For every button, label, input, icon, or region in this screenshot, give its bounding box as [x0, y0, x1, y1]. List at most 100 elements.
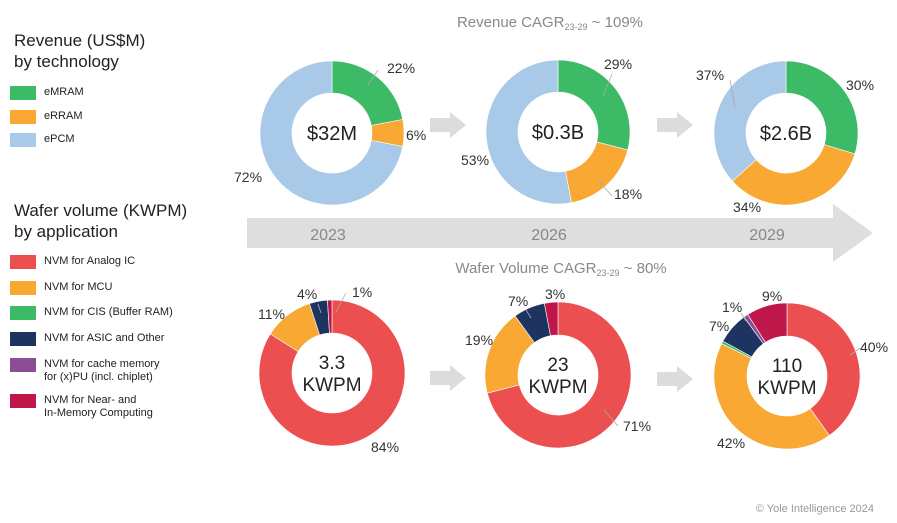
- legend-item-asic: NVM for ASIC and Other: [10, 332, 164, 346]
- legend-label: NVM for CIS (Buffer RAM): [44, 306, 173, 318]
- wafer-donut-2-center-label: KWPM: [528, 377, 587, 398]
- legend-label: NVM for Analog IC: [44, 255, 136, 267]
- revenue-donut-2026-slice: [485, 59, 572, 205]
- wafer-donut-2-pct-label: 3%: [545, 286, 565, 302]
- wafer-donut-3-leader-line: [740, 312, 747, 322]
- revenue-legend-title-line1: Revenue (US$M): [14, 31, 146, 50]
- revenue-donut-2029-pct-label: 37%: [696, 67, 724, 83]
- wafer-donut-3-slice: [747, 302, 788, 343]
- wafer-donut-3-center-label: KWPM: [757, 378, 816, 399]
- revenue-donut-2026-pct-label: 29%: [604, 56, 632, 72]
- wafer-donut-2-leader-line: [525, 309, 532, 319]
- revenue-donut-2023-pct-label: 72%: [234, 169, 262, 185]
- legend-label: NVM for cache memory for (x)PU (incl. ch…: [44, 358, 160, 383]
- legend-swatch: [10, 332, 36, 346]
- step-arrow-icon: [657, 112, 693, 138]
- legend-swatch: [10, 133, 36, 147]
- revenue-donut-2029-slice: [785, 60, 859, 155]
- step-arrow-icon: [657, 366, 693, 392]
- wafer-donut-2-leader-line: [603, 409, 619, 427]
- wafer-donut-1-pct-label: 11%: [258, 306, 285, 322]
- revenue-donut-2026-pct-label: 18%: [614, 186, 642, 202]
- legend-item-in-memory: NVM for Near- and In-Memory Computing: [10, 394, 153, 420]
- wafer-donut-3-leader-line: [849, 347, 861, 356]
- revenue-donut-2029-center-label: $2.6B: [760, 123, 812, 145]
- wafer-cagr-title: Wafer Volume CAGR23-29 ~ 80%: [455, 260, 666, 278]
- revenue-donut-2026-pct-label: 53%: [461, 152, 489, 168]
- revenue-donut-2026: $0.3B 29% 18% 53%: [461, 56, 642, 205]
- wafer-donut-1-center-label: KWPM: [302, 375, 361, 396]
- revenue-donut-2023-pct-label: 22%: [387, 60, 415, 76]
- revenue-donut-2023-slice: [259, 60, 404, 206]
- revenue-donut-2026-center-label: $0.3B: [532, 122, 584, 144]
- wafer-donut-1-pct-label: 4%: [297, 286, 317, 302]
- timeline-arrow: [247, 204, 873, 262]
- wafer-donut-2-pct-label: 19%: [465, 332, 493, 348]
- legend-label: eRRAM: [44, 110, 83, 122]
- wafer-donut-1-pct-label: 84%: [371, 439, 399, 455]
- wafer-donut-3-pct-label: 42%: [717, 435, 745, 451]
- step-arrow-icon: [430, 365, 466, 391]
- legend-label: eMRAM: [44, 86, 84, 98]
- wafer-donut-3-pct-label: 9%: [762, 288, 782, 304]
- legend-item-mcu: NVM for MCU: [10, 281, 112, 295]
- revenue-donut-2026-leader-line: [597, 179, 613, 197]
- revenue-donut-2023-leader-line: [367, 69, 379, 86]
- revenue-donut-2026-leader-line: [602, 73, 613, 97]
- legend-label: NVM for MCU: [44, 281, 113, 293]
- wafer-donut-2-pct-label: 7%: [508, 293, 528, 309]
- timeline-year-label: 2029: [749, 227, 785, 244]
- revenue-legend-title: Revenue (US$M) by technology: [14, 30, 145, 72]
- legend-item-erram: eRRAM: [10, 110, 83, 124]
- revenue-donut-2029-pct-label: 34%: [733, 199, 761, 215]
- legend-swatch: [10, 255, 36, 269]
- wafer-donut-1-leader-line: [335, 292, 347, 313]
- legend-swatch: [10, 86, 36, 100]
- revenue-donut-2023: $32M 22% 6% 72%: [234, 60, 426, 206]
- revenue-donut-2023-pct-label: 6%: [406, 127, 426, 143]
- wafer-donut-3-pct-label: 40%: [860, 339, 888, 355]
- revenue-cagr-title: Revenue CAGR23-29 ~ 109%: [457, 14, 643, 32]
- wafer-donut-3-pct-label: 7%: [709, 318, 729, 334]
- wafer-donut-2-pct-label: 71%: [623, 418, 651, 434]
- wafer-donut-1-leader-line: [317, 303, 322, 314]
- legend-item-cis: NVM for CIS (Buffer RAM): [10, 306, 173, 320]
- revenue-donut-2029-pct-label: 30%: [846, 77, 874, 93]
- revenue-donut-2029-leader-line: [729, 79, 736, 109]
- wafer-donut-2-center-label: 23: [547, 355, 568, 376]
- wafer-donut-3-slice: [713, 343, 830, 450]
- wafer-donut-3-pct-label: 1%: [722, 299, 742, 315]
- legend-swatch: [10, 306, 36, 320]
- revenue-donut-2029-slice: [713, 60, 787, 182]
- legend-item-emram: eMRAM: [10, 86, 84, 100]
- legend-item-epcm: ePCM: [10, 133, 75, 147]
- timeline-year-label: 2023: [310, 227, 346, 244]
- revenue-legend-title-line2: by technology: [14, 52, 119, 71]
- revenue-donut-2026-slice: [557, 59, 631, 151]
- revenue-donut-2023-center-label: $32M: [307, 123, 357, 145]
- wafer-legend-title: Wafer volume (KWPM) by application: [14, 200, 187, 242]
- legend-swatch: [10, 358, 36, 372]
- wafer-donut-2-slice: [486, 301, 632, 449]
- legend-swatch: [10, 110, 36, 124]
- legend-item-cache-memory: NVM for cache memory for (x)PU (incl. ch…: [10, 358, 160, 384]
- legend-item-analog-ic: NVM for Analog IC: [10, 255, 135, 269]
- wafer-donut-1-slice: [327, 299, 333, 334]
- wafer-donut-3-center-label: 110: [772, 356, 802, 377]
- wafer-legend-title-line1: Wafer volume (KWPM): [14, 201, 188, 220]
- wafer-donut-1-slice: [258, 299, 406, 447]
- legend-label: NVM for ASIC and Other: [44, 332, 165, 344]
- legend-label: NVM for Near- and In-Memory Computing: [44, 394, 153, 419]
- wafer-donut-1-center-label: 3.3: [319, 353, 345, 374]
- wafer-donut-2-slice: [543, 301, 559, 337]
- legend-label: ePCM: [44, 133, 75, 145]
- step-arrow-icon: [430, 112, 466, 138]
- revenue-donut-2029: $2.6B 30% 34% 37%: [696, 60, 874, 215]
- timeline-year-label: 2026: [531, 227, 567, 244]
- wafer-donut-1-pct-label: 1%: [352, 284, 372, 300]
- revenue-donut-2029-slice: [731, 144, 856, 206]
